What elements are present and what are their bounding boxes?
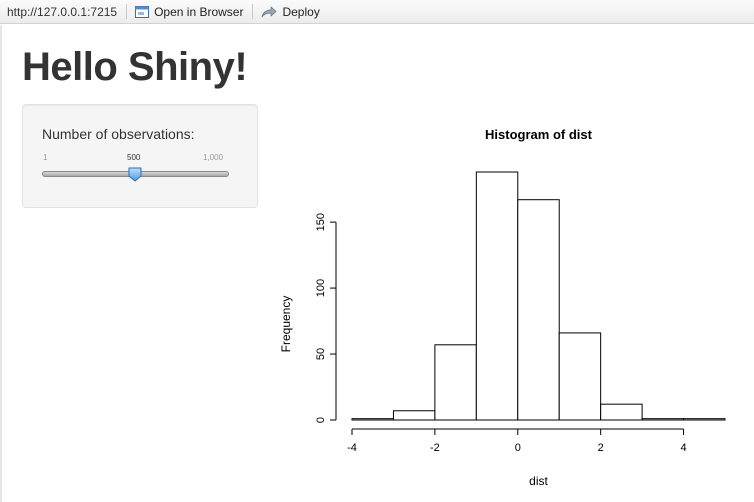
deploy-button[interactable]: Deploy bbox=[261, 4, 320, 19]
x-axis-label: dist bbox=[529, 474, 548, 488]
histogram-bar bbox=[475, 171, 519, 421]
y-tick-label: 100 bbox=[315, 279, 327, 297]
y-axis-label: Frequency bbox=[279, 296, 293, 353]
histogram-bar bbox=[683, 418, 726, 421]
x-tick-label: 0 bbox=[515, 442, 521, 454]
toolbar-separator bbox=[252, 4, 254, 19]
histogram-bar bbox=[392, 410, 436, 421]
x-tick-label: 4 bbox=[680, 442, 686, 454]
histogram-bar bbox=[600, 403, 643, 421]
chart-title: Histogram of dist bbox=[485, 127, 593, 142]
deploy-arrow-icon bbox=[261, 5, 278, 18]
slider-min-label: 1 bbox=[43, 153, 48, 162]
open-in-browser-label: Open in Browser bbox=[154, 4, 244, 19]
histogram-bar bbox=[558, 332, 602, 421]
histogram-bar bbox=[517, 199, 560, 421]
histogram-bar bbox=[351, 418, 394, 421]
histogram-bars bbox=[351, 171, 726, 421]
browser-window-icon bbox=[135, 5, 150, 18]
url-display[interactable]: http://127.0.0.1:7215 bbox=[7, 4, 118, 19]
x-tick-label: -2 bbox=[430, 442, 440, 454]
open-in-browser-button[interactable]: Open in Browser bbox=[135, 5, 243, 19]
y-tick-label: 0 bbox=[315, 417, 327, 423]
x-tick-label: 2 bbox=[598, 442, 604, 454]
page-title: Hello Shiny! bbox=[22, 45, 248, 89]
slider-label: Number of observations: bbox=[42, 126, 195, 142]
left-edge-divider bbox=[0, 25, 2, 502]
y-axis: 0 50 100 150 bbox=[315, 213, 337, 423]
y-tick-label: 50 bbox=[315, 348, 327, 360]
x-tick-label: -4 bbox=[347, 442, 357, 454]
histogram-plot: Histogram of dist -4 -2 0 2 4 0 50 100 150 dist… bbox=[279, 127, 726, 488]
slider-max-label: 1,000 bbox=[203, 153, 224, 162]
y-tick-label: 150 bbox=[315, 213, 327, 231]
x-axis: -4 -2 0 2 4 bbox=[347, 428, 687, 454]
histogram-bar bbox=[641, 418, 685, 421]
viewer-toolbar: http://127.0.0.1:7215 Open in Browser De… bbox=[0, 0, 754, 24]
deploy-label: Deploy bbox=[282, 4, 320, 19]
toolbar-separator bbox=[126, 4, 128, 19]
slider-value-label: 500 bbox=[127, 153, 141, 162]
sidebar-panel: Number of observations: 1 500 1,000 bbox=[22, 104, 258, 208]
slider-handle[interactable] bbox=[128, 167, 142, 182]
histogram-bar bbox=[434, 344, 477, 421]
